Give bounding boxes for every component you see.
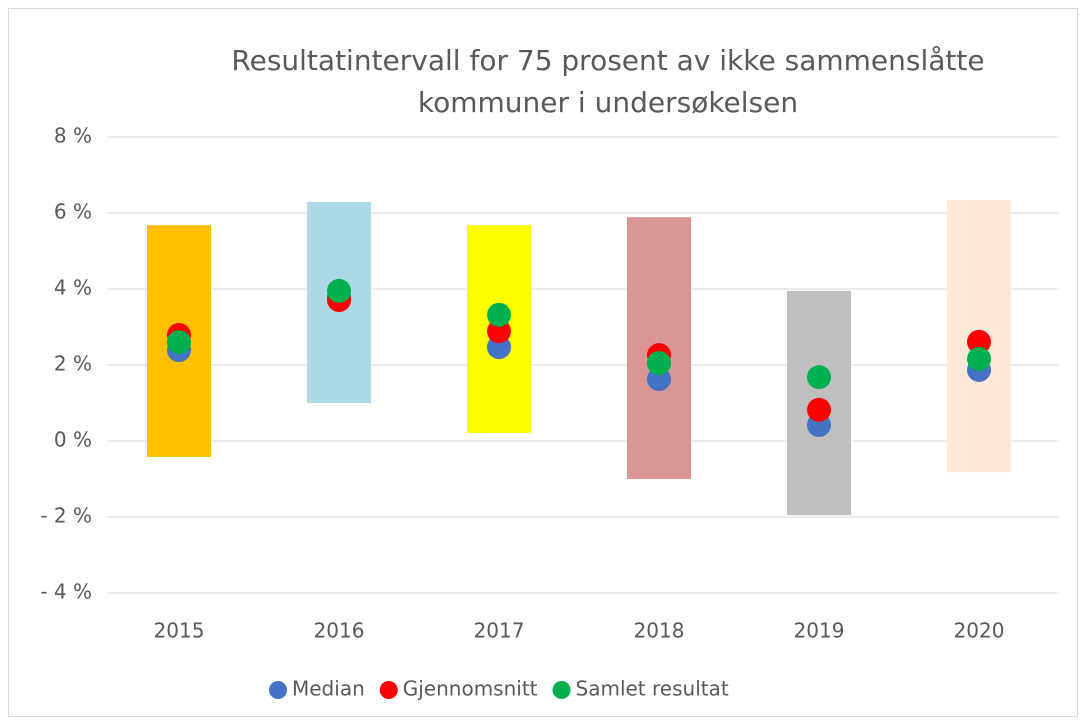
x-tick-label: 2015: [154, 619, 205, 643]
data-point: [807, 365, 831, 390]
legend-marker: [379, 681, 398, 699]
y-tick-label: 4 %: [54, 276, 92, 300]
y-tick-label: 2 %: [54, 352, 92, 376]
data-point: [327, 278, 351, 303]
y-tick-label: 0 %: [54, 428, 92, 452]
y-tick-label: 6 %: [54, 200, 92, 224]
x-tick-label: 2020: [954, 619, 1005, 643]
data-point: [647, 351, 671, 376]
y-tick-label: 8 %: [54, 124, 92, 148]
legend-label: Median: [292, 677, 365, 701]
x-tick-label: 2018: [634, 619, 685, 643]
x-tick-label: 2017: [474, 619, 525, 643]
data-point: [167, 330, 191, 355]
legend-label: Samlet resultat: [576, 677, 729, 701]
data-point: [967, 329, 991, 354]
y-tick-label: - 4 %: [40, 580, 92, 604]
y-tick-label: - 2 %: [40, 504, 92, 528]
legend-marker: [269, 681, 287, 699]
data-point: [487, 302, 511, 327]
legend-marker: [552, 681, 571, 699]
data-point: [807, 397, 831, 422]
chart-frame: [8, 8, 1078, 717]
data-point: [967, 346, 991, 371]
x-tick-label: 2019: [794, 619, 845, 643]
x-tick-label: 2016: [314, 619, 365, 643]
legend-label: Gjennomsnitt: [403, 677, 538, 701]
chart-title: Resultatintervall for 75 prosent av ikke…: [231, 44, 985, 119]
